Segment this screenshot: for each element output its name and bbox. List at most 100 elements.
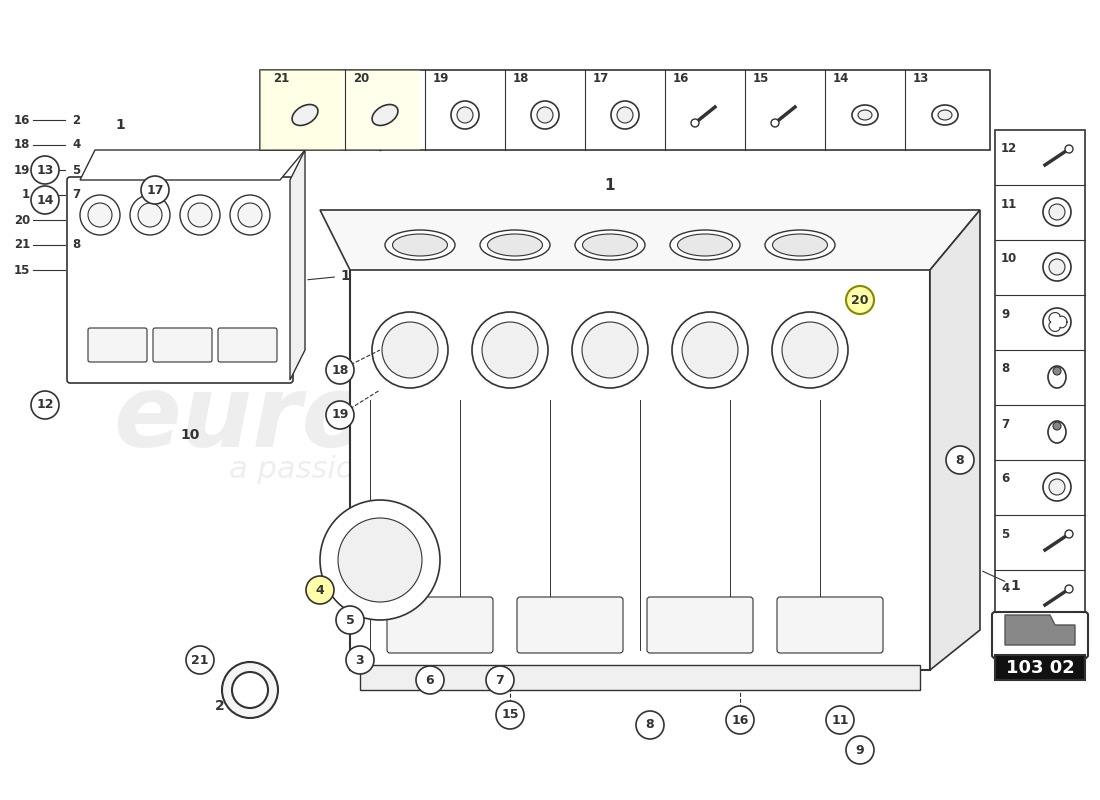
Circle shape	[186, 646, 214, 674]
Circle shape	[826, 706, 854, 734]
Polygon shape	[290, 150, 305, 380]
Circle shape	[691, 119, 698, 127]
Circle shape	[1043, 473, 1071, 501]
Circle shape	[306, 576, 334, 604]
Circle shape	[31, 391, 59, 419]
Text: 3: 3	[355, 654, 364, 666]
Text: 20: 20	[851, 294, 869, 306]
Text: 21: 21	[273, 71, 289, 85]
Text: 1: 1	[605, 178, 615, 193]
Circle shape	[138, 203, 162, 227]
Circle shape	[1043, 308, 1071, 336]
Text: 13: 13	[913, 71, 930, 85]
Circle shape	[338, 518, 422, 602]
Circle shape	[682, 322, 738, 378]
Polygon shape	[345, 115, 395, 151]
Text: 21: 21	[13, 238, 30, 251]
Text: 8: 8	[72, 238, 80, 251]
Text: 17: 17	[146, 183, 164, 197]
Ellipse shape	[678, 234, 733, 256]
Circle shape	[946, 446, 974, 474]
Text: 8: 8	[646, 718, 654, 731]
Circle shape	[610, 101, 639, 129]
Circle shape	[636, 711, 664, 739]
Text: 4: 4	[72, 138, 80, 151]
Text: a passion for performance: a passion for performance	[229, 455, 631, 485]
Text: 14: 14	[833, 71, 849, 85]
Circle shape	[1043, 253, 1071, 281]
Circle shape	[617, 107, 632, 123]
Circle shape	[80, 195, 120, 235]
Text: 20: 20	[353, 71, 370, 85]
Circle shape	[382, 322, 438, 378]
Circle shape	[772, 312, 848, 388]
Text: 3: 3	[1001, 638, 1009, 650]
Ellipse shape	[385, 230, 455, 260]
Circle shape	[222, 662, 278, 718]
FancyBboxPatch shape	[218, 328, 277, 362]
Text: 9: 9	[856, 743, 865, 757]
Circle shape	[451, 101, 478, 129]
Circle shape	[88, 203, 112, 227]
Polygon shape	[1005, 615, 1075, 645]
Ellipse shape	[852, 105, 878, 125]
Text: 10: 10	[180, 428, 200, 442]
Circle shape	[482, 322, 538, 378]
Circle shape	[336, 606, 364, 634]
Text: 11: 11	[832, 714, 849, 726]
Circle shape	[141, 176, 169, 204]
FancyBboxPatch shape	[153, 328, 212, 362]
Text: 1: 1	[308, 269, 350, 283]
Ellipse shape	[480, 230, 550, 260]
Circle shape	[180, 195, 220, 235]
Ellipse shape	[372, 105, 398, 126]
Text: 5: 5	[72, 163, 80, 177]
Text: 6: 6	[1001, 473, 1010, 486]
FancyBboxPatch shape	[777, 597, 883, 653]
Circle shape	[456, 107, 473, 123]
Ellipse shape	[1048, 421, 1066, 443]
Ellipse shape	[293, 105, 318, 126]
Circle shape	[782, 322, 838, 378]
Polygon shape	[930, 210, 980, 670]
FancyBboxPatch shape	[996, 130, 1085, 680]
Text: 2: 2	[72, 114, 80, 126]
Text: 13: 13	[36, 163, 54, 177]
Text: 8: 8	[1001, 362, 1010, 375]
Text: 4: 4	[316, 583, 324, 597]
FancyBboxPatch shape	[340, 70, 420, 150]
Text: 18: 18	[513, 71, 529, 85]
Text: 7: 7	[72, 189, 80, 202]
Ellipse shape	[583, 234, 638, 256]
Circle shape	[771, 119, 779, 127]
Circle shape	[726, 706, 754, 734]
Text: 15: 15	[502, 709, 519, 722]
Text: 16: 16	[673, 71, 690, 85]
Text: 1: 1	[116, 118, 125, 132]
Circle shape	[1043, 198, 1071, 226]
Circle shape	[1065, 145, 1072, 153]
Circle shape	[326, 401, 354, 429]
FancyBboxPatch shape	[992, 612, 1088, 658]
FancyBboxPatch shape	[996, 655, 1085, 680]
Circle shape	[1053, 367, 1062, 375]
Text: 20: 20	[13, 214, 30, 226]
Text: 5: 5	[1001, 527, 1010, 541]
Text: 19: 19	[433, 71, 450, 85]
Text: 2: 2	[216, 699, 224, 713]
Text: 8: 8	[956, 454, 965, 466]
Ellipse shape	[764, 230, 835, 260]
Text: 9: 9	[1001, 307, 1010, 321]
Circle shape	[846, 736, 874, 764]
Circle shape	[537, 107, 553, 123]
Text: 1: 1	[982, 571, 1020, 593]
Polygon shape	[80, 150, 305, 180]
Circle shape	[238, 203, 262, 227]
Text: 7: 7	[496, 674, 505, 686]
Text: 16: 16	[13, 114, 30, 126]
Ellipse shape	[858, 110, 872, 120]
Circle shape	[582, 322, 638, 378]
Circle shape	[1065, 530, 1072, 538]
Text: 15: 15	[754, 71, 769, 85]
Text: 15: 15	[13, 263, 30, 277]
